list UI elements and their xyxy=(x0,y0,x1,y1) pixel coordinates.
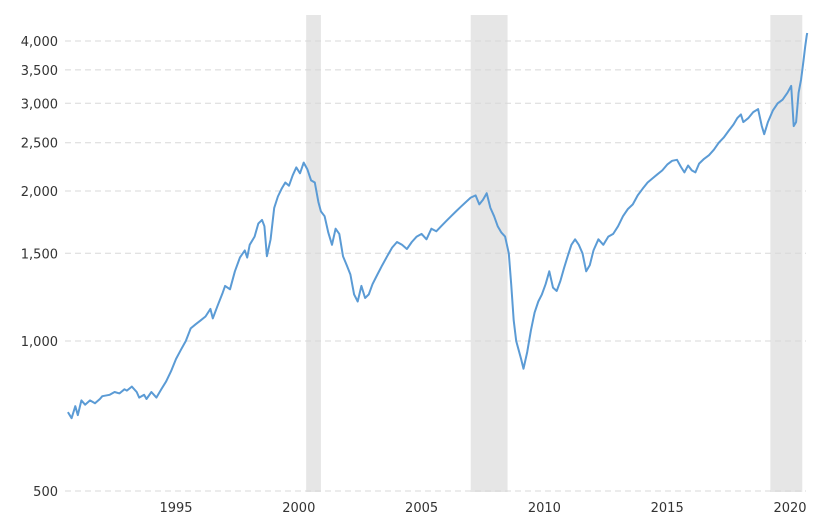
x-tick-label-2000: 2000 xyxy=(282,501,315,516)
x-tick-label-2015: 2015 xyxy=(651,501,684,516)
gridlines xyxy=(65,40,806,492)
y-tick-label-500: 500 xyxy=(33,485,58,500)
x-tick-label-2010: 2010 xyxy=(528,501,561,516)
y-tick-label-3000: 3,000 xyxy=(21,97,58,112)
series-group xyxy=(67,32,809,420)
y-tick-label-2500: 2,500 xyxy=(21,137,58,152)
y-axis-ticks: 500 1,000 1,500 2,000 2,500 3,000 3,500 4,000 xyxy=(21,35,58,500)
y-tick-label-1500: 1,500 xyxy=(21,247,58,262)
recession-band-0 xyxy=(306,15,321,492)
x-tick-label-1995: 1995 xyxy=(159,501,192,516)
y-tick-label-4000: 4,000 xyxy=(21,35,58,50)
x-tick-label-2005: 2005 xyxy=(405,501,438,516)
y-tick-label-3500: 3,500 xyxy=(21,64,58,79)
y-tick-label-2000: 2,000 xyxy=(21,185,58,200)
series-line-0 xyxy=(67,32,809,420)
x-axis-ticks: 1995 2000 2005 2010 2015 2020 xyxy=(159,501,806,516)
y-tick-label-1000: 1,000 xyxy=(21,335,58,350)
x-tick-label-2020: 2020 xyxy=(773,501,806,516)
